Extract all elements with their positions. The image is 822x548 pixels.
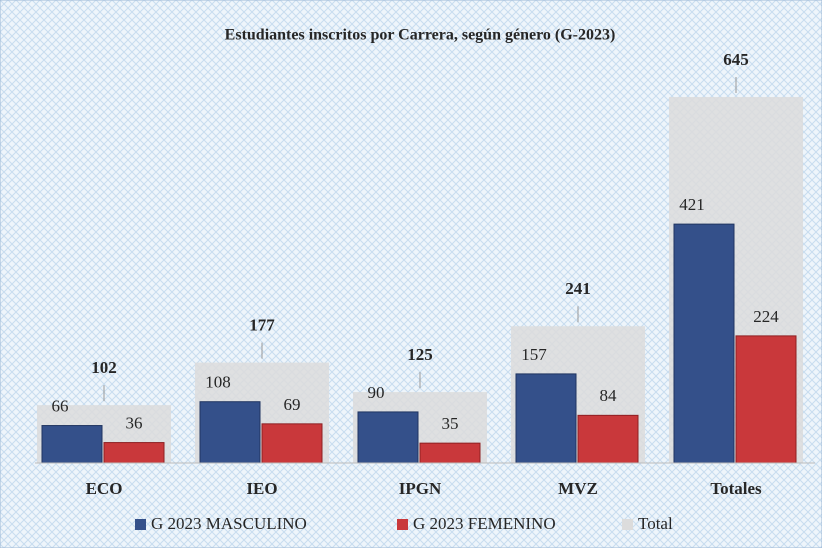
legend-label: G 2023 MASCULINO — [151, 514, 307, 533]
bar — [357, 411, 419, 464]
value-label: 36 — [126, 413, 143, 432]
legend-swatch — [622, 519, 633, 530]
legend-swatch — [397, 519, 408, 530]
total-label: 125 — [407, 345, 433, 364]
x-tick-label: Totales — [710, 479, 762, 498]
total-label: 102 — [91, 358, 117, 377]
value-label: 90 — [368, 383, 385, 402]
chart-title: Estudiantes inscritos por Carrera, según… — [225, 27, 616, 44]
value-label: 66 — [52, 396, 69, 415]
bar — [419, 442, 481, 464]
bar — [199, 401, 261, 464]
total-label: 241 — [565, 279, 591, 298]
value-label: 84 — [600, 386, 618, 405]
x-tick-label: ECO — [86, 479, 123, 498]
bar — [577, 414, 639, 464]
bar — [735, 335, 797, 464]
value-label: 224 — [753, 307, 779, 326]
bar — [515, 373, 577, 464]
value-label: 108 — [205, 373, 231, 392]
x-tick-label: IEO — [246, 479, 277, 498]
value-label: 35 — [442, 414, 459, 433]
bar — [41, 425, 103, 464]
bar — [673, 223, 735, 464]
total-label: 177 — [249, 315, 275, 334]
value-label: 157 — [521, 345, 547, 364]
total-label: 645 — [723, 50, 749, 69]
value-label: 69 — [284, 395, 301, 414]
value-label: 421 — [679, 195, 705, 214]
legend-swatch — [135, 519, 146, 530]
bar — [103, 442, 165, 464]
x-tick-label: IPGN — [399, 479, 442, 498]
bar — [261, 423, 323, 464]
x-tick-label: MVZ — [558, 479, 598, 498]
legend-label: Total — [638, 514, 673, 533]
legend-label: G 2023 FEMENINO — [413, 514, 556, 533]
